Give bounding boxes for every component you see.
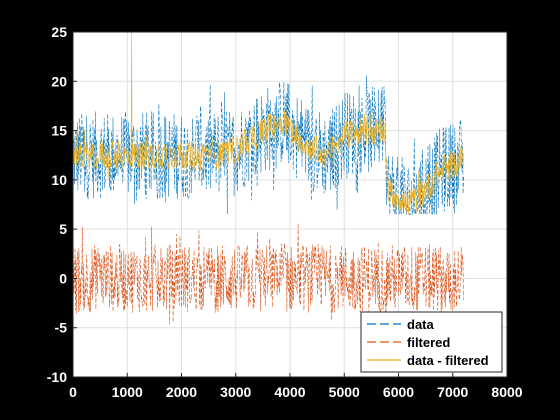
legend: data filtered data - filtered [361,312,502,372]
x-tick-label: 5000 [329,384,360,400]
y-tick-label: 5 [59,221,67,237]
y-tick-label: -5 [55,320,68,336]
y-tick-label: 25 [51,24,67,40]
x-tick-label: 0 [69,384,77,400]
legend-label: filtered [407,335,450,350]
y-tick-label: -10 [47,369,67,385]
legend-label: data - filtered [407,353,489,368]
y-tick-label: 15 [51,123,67,139]
x-tick-label: 4000 [274,384,305,400]
x-tick-label: 8000 [491,384,522,400]
y-tick-label: 10 [51,172,67,188]
legend-label: data [407,317,435,332]
x-tick-label: 1000 [112,384,143,400]
x-tick-label: 3000 [220,384,251,400]
x-tick-label: 7000 [437,384,468,400]
x-tick-label: 6000 [383,384,414,400]
x-tick-label: 2000 [166,384,197,400]
y-tick-label: 0 [59,270,67,286]
y-tick-label: 20 [51,73,67,89]
